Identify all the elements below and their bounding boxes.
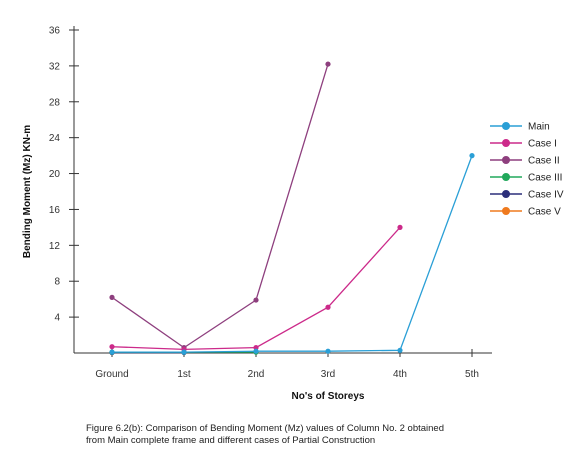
x-axis-title: No's of Storeys <box>292 391 365 402</box>
chart-axes: 4 8 12 16 20 24 28 32 36 Ground 1st 2nd 3rd 4th 5th <box>49 26 492 380</box>
x-tick-label: 2nd <box>248 369 265 380</box>
series-line <box>112 155 473 353</box>
x-tick-label: 5th <box>465 369 479 380</box>
y-tick-label: 12 <box>49 241 61 252</box>
x-tick-label: 4th <box>393 369 407 380</box>
legend-label: Case II <box>528 156 560 167</box>
legend-swatch-marker <box>502 156 510 164</box>
data-point <box>181 349 187 355</box>
legend-label: Case I <box>528 139 557 150</box>
data-point <box>253 345 259 351</box>
legend-swatch-marker <box>502 139 510 147</box>
data-point <box>253 348 259 354</box>
data-point <box>397 347 403 353</box>
caption-line-1: Figure 6.2(b): Comparison of Bending Mom… <box>86 423 445 434</box>
data-point <box>325 61 331 67</box>
y-axis-title: Bending Moment (Mz) KN-m <box>22 125 33 258</box>
series-main <box>109 153 475 355</box>
data-point <box>109 344 115 350</box>
y-tick-label: 36 <box>49 26 61 37</box>
series-layer <box>109 61 475 356</box>
data-point <box>397 224 403 230</box>
caption-line-2: from Main complete frame and different c… <box>86 435 376 446</box>
line-chart: 4 8 12 16 20 24 28 32 36 Ground 1st 2nd 3rd 4th 5th Ma… <box>22 26 564 403</box>
data-point <box>469 153 475 159</box>
y-tick-label: 16 <box>49 205 61 216</box>
data-point <box>325 348 331 354</box>
legend-label: Main <box>528 122 550 133</box>
y-tick-label: 28 <box>49 97 61 108</box>
data-point <box>253 297 259 303</box>
legend-label: Case V <box>528 207 561 218</box>
data-point <box>109 294 115 300</box>
legend: Main Case I Case II Case III Case IV Case V <box>490 122 564 218</box>
series-line <box>111 63 329 349</box>
y-tick-label: 24 <box>49 133 61 144</box>
legend-item: Case I <box>490 139 557 150</box>
legend-item: Case III <box>490 173 562 184</box>
legend-swatch-marker <box>502 122 510 130</box>
legend-item: Case IV <box>490 190 564 201</box>
y-tick-label: 4 <box>54 313 60 324</box>
series-case-i <box>109 224 403 353</box>
figure-caption: Figure 6.2(b): Comparison of Bending Mom… <box>86 423 546 447</box>
legend-swatch-marker <box>502 207 510 215</box>
series-line <box>111 226 401 351</box>
y-tick-label: 32 <box>49 61 61 72</box>
legend-item: Main <box>490 122 550 133</box>
series-case-ii <box>109 61 331 351</box>
x-tick-label: 1st <box>177 369 191 380</box>
data-point <box>109 349 115 355</box>
y-tick-label: 20 <box>49 169 61 180</box>
legend-item: Case V <box>490 207 561 218</box>
x-tick-label: 3rd <box>321 369 335 380</box>
legend-swatch-marker <box>502 190 510 198</box>
legend-item: Case II <box>490 156 560 167</box>
y-tick-label: 8 <box>54 277 60 288</box>
legend-swatch-marker <box>502 173 510 181</box>
legend-label: Case III <box>528 173 562 184</box>
legend-label: Case IV <box>528 190 564 201</box>
data-point <box>325 304 331 310</box>
x-tick-label: Ground <box>95 369 128 380</box>
